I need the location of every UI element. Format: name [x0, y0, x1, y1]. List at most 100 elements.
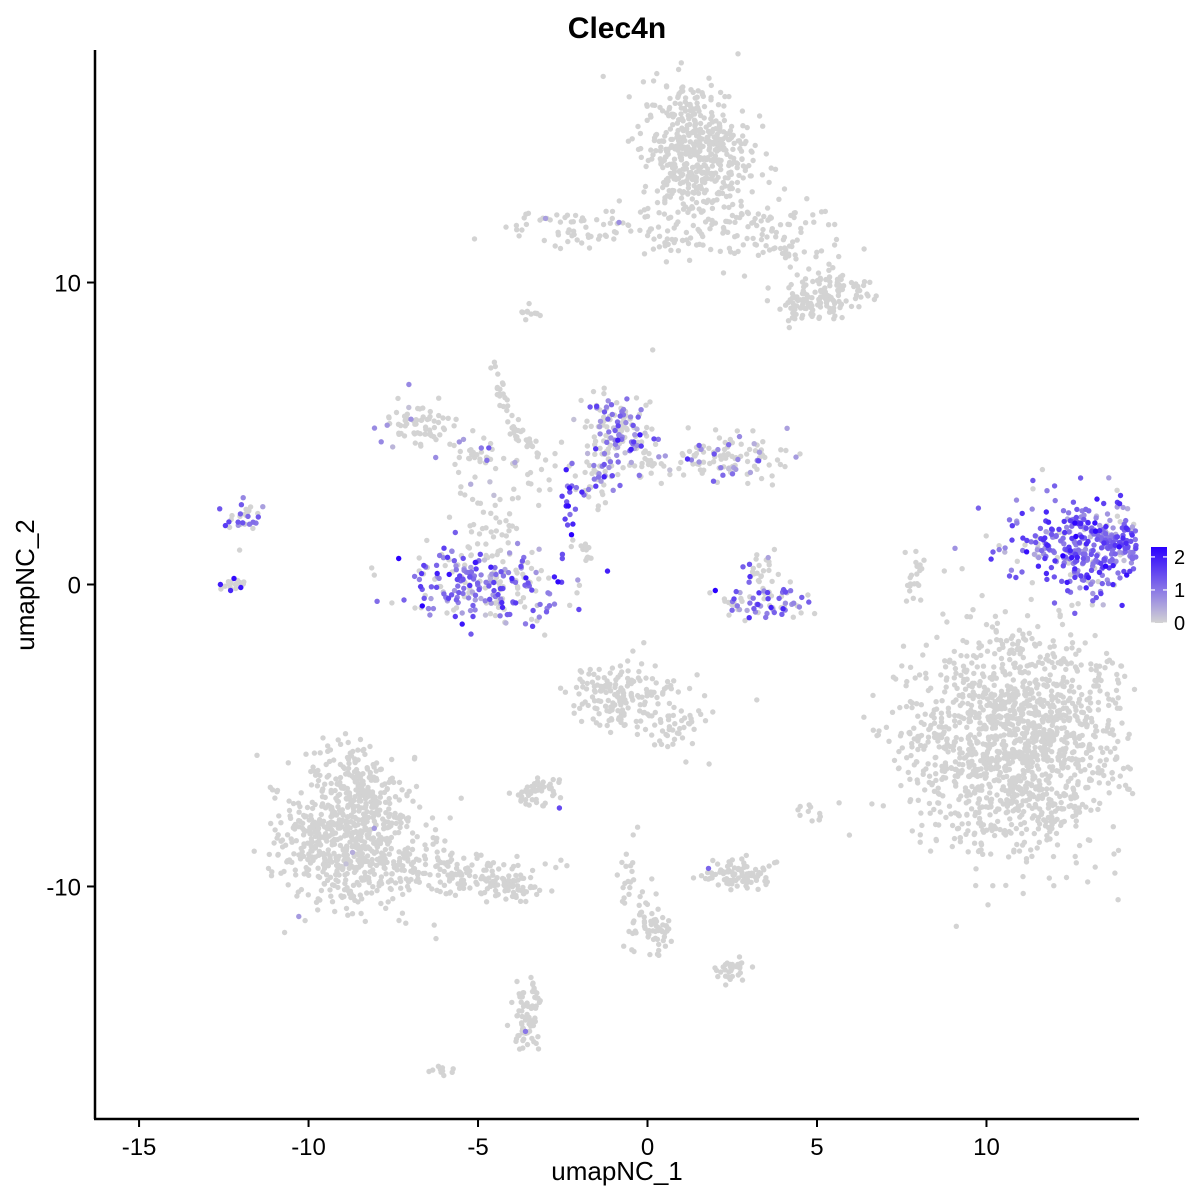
- point-expressed: [1060, 508, 1067, 514]
- point: [907, 588, 913, 594]
- point-expressed: [1072, 540, 1078, 546]
- point: [1028, 758, 1034, 764]
- point: [903, 683, 909, 689]
- point: [1082, 640, 1088, 646]
- point-expressed: [487, 479, 493, 485]
- point: [538, 466, 545, 473]
- point: [948, 811, 954, 817]
- point: [1020, 679, 1026, 686]
- point: [308, 843, 314, 849]
- point: [431, 434, 437, 440]
- point: [737, 145, 743, 152]
- point: [340, 865, 346, 871]
- point-expressed: [1065, 510, 1072, 516]
- point: [271, 840, 277, 846]
- point: [300, 853, 307, 859]
- point: [992, 613, 999, 619]
- point-expressed: [401, 597, 407, 603]
- point: [1054, 842, 1061, 848]
- point: [785, 318, 792, 324]
- point: [378, 837, 384, 844]
- point: [483, 525, 489, 531]
- point: [629, 868, 635, 875]
- point: [647, 112, 654, 118]
- point: [470, 428, 476, 434]
- point: [609, 215, 615, 222]
- point: [685, 720, 692, 727]
- point: [694, 100, 700, 106]
- point: [349, 773, 355, 779]
- point: [589, 694, 596, 700]
- point: [524, 559, 531, 566]
- point: [319, 821, 325, 827]
- point: [638, 145, 644, 152]
- point: [983, 621, 990, 628]
- point: [799, 315, 805, 321]
- point: [503, 533, 509, 539]
- point: [1082, 720, 1089, 727]
- point: [386, 813, 392, 820]
- point-expressed: [461, 585, 467, 591]
- point: [612, 691, 618, 698]
- point: [1066, 717, 1072, 724]
- point: [949, 843, 955, 850]
- point: [449, 1069, 455, 1076]
- point: [728, 887, 734, 893]
- point: [1054, 725, 1060, 731]
- point: [592, 705, 598, 711]
- point: [959, 821, 965, 827]
- point: [753, 556, 759, 562]
- point-expressed: [710, 478, 717, 484]
- point: [613, 677, 619, 683]
- point: [858, 294, 864, 300]
- point: [530, 1022, 537, 1029]
- point: [525, 792, 532, 799]
- point: [547, 217, 553, 223]
- point: [1015, 720, 1022, 727]
- point: [329, 804, 335, 810]
- point: [987, 790, 993, 796]
- point: [520, 309, 526, 316]
- point: [469, 862, 475, 868]
- point: [630, 697, 636, 703]
- point: [721, 103, 727, 109]
- point: [396, 849, 402, 855]
- point: [810, 212, 816, 218]
- point-expressed: [1044, 488, 1050, 494]
- point: [446, 878, 453, 884]
- point: [1072, 740, 1079, 746]
- point: [402, 423, 408, 429]
- point: [500, 559, 506, 565]
- point: [345, 765, 352, 772]
- point: [1115, 695, 1121, 701]
- point-expressed: [575, 577, 581, 583]
- point-expressed: [1043, 529, 1049, 535]
- point: [683, 237, 690, 243]
- point: [1048, 818, 1054, 824]
- point: [734, 428, 740, 434]
- point: [625, 138, 632, 144]
- point: [1014, 841, 1020, 848]
- point: [1018, 750, 1025, 756]
- point: [750, 428, 756, 434]
- point: [917, 839, 923, 845]
- point: [524, 1013, 530, 1019]
- point: [269, 869, 275, 875]
- point: [777, 222, 784, 228]
- point: [316, 840, 322, 846]
- point: [589, 679, 596, 685]
- point: [404, 411, 410, 417]
- point: [343, 848, 349, 854]
- point-expressed: [734, 603, 740, 609]
- point: [691, 190, 697, 196]
- point-expressed: [736, 433, 743, 440]
- point-expressed: [1129, 554, 1135, 560]
- point: [665, 717, 672, 723]
- point: [510, 425, 516, 431]
- point: [1047, 727, 1053, 734]
- point: [965, 735, 971, 742]
- point: [365, 792, 371, 798]
- point: [304, 804, 311, 811]
- point: [1045, 805, 1052, 811]
- point: [950, 699, 957, 705]
